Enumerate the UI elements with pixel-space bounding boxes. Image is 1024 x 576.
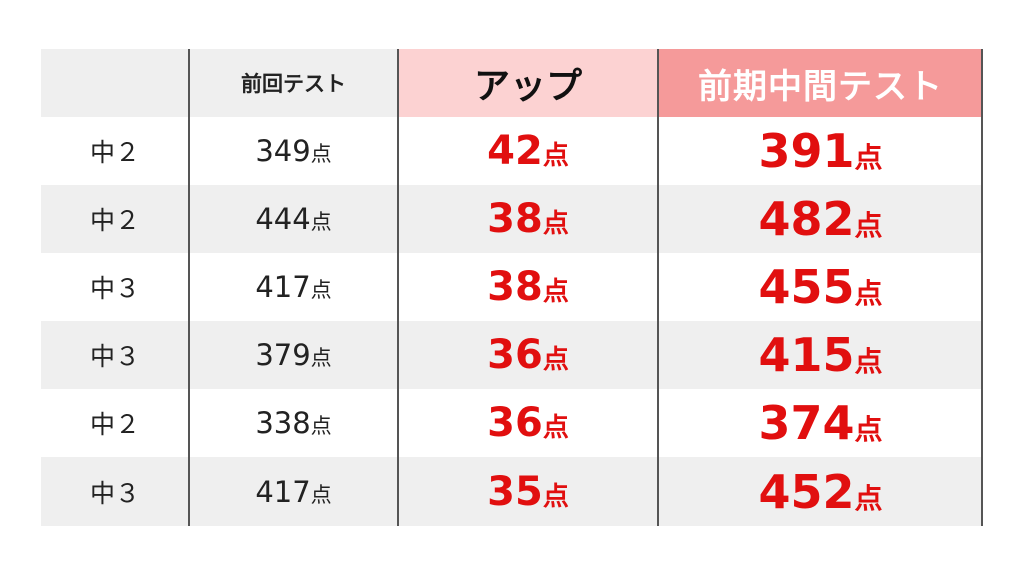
header-increase: アップ: [398, 49, 658, 117]
score-unit: 点: [542, 277, 569, 307]
score-unit: 点: [854, 209, 883, 242]
increase-score: 38: [487, 196, 543, 242]
score-unit: 点: [854, 141, 883, 174]
grade-cell: 中３: [89, 274, 140, 303]
score-unit: 点: [310, 414, 332, 438]
score-unit: 点: [542, 481, 569, 512]
grade-cell: 中２: [89, 206, 140, 235]
midterm-score: 452: [758, 464, 855, 519]
table-row: 中２ 338 点 36 点 374 点: [41, 389, 983, 457]
previous-score: 349: [255, 134, 311, 168]
midterm-score: 455: [758, 260, 855, 314]
score-unit: 点: [310, 142, 332, 166]
midterm-score: 415: [758, 328, 855, 382]
midterm-score: 391: [758, 124, 855, 178]
grade-cell: 中２: [89, 138, 140, 167]
table-row: 中３ 417 点 38 点 455 点: [41, 253, 983, 321]
score-table: 前回テスト アップ 前期中間テスト 中２ 349 点 42 点 391 点 中２ 44…: [41, 49, 983, 526]
column-divider: [397, 49, 399, 526]
grade-cell: 中３: [89, 342, 140, 371]
header-grade-cell: [41, 49, 189, 117]
score-unit: 点: [310, 346, 332, 370]
score-unit: 点: [854, 413, 883, 446]
previous-score: 379: [255, 338, 311, 372]
previous-score: 417: [255, 270, 311, 304]
score-unit: 点: [854, 277, 883, 310]
score-unit: 点: [542, 209, 569, 239]
increase-score: 38: [487, 264, 543, 310]
header-previous-test: 前回テスト: [189, 49, 398, 117]
score-unit: 点: [310, 210, 332, 234]
column-divider: [657, 49, 659, 526]
previous-score: 338: [255, 406, 311, 440]
increase-score: 42: [487, 128, 543, 174]
table-row: 中２ 349 点 42 点 391 点: [41, 117, 983, 185]
column-divider: [188, 49, 190, 526]
increase-score: 35: [487, 468, 543, 515]
table-row: 中３ 417 点 35 点 452 点: [41, 457, 983, 526]
score-unit: 点: [542, 345, 569, 375]
score-unit: 点: [854, 481, 883, 515]
table-row: 中２ 444 点 38 点 482 点: [41, 185, 983, 253]
previous-score: 444: [255, 202, 311, 236]
score-unit: 点: [310, 278, 332, 302]
table-header-row: 前回テスト アップ 前期中間テスト: [41, 49, 983, 117]
increase-score: 36: [487, 332, 543, 378]
table-row: 中３ 379 点 36 点 415 点: [41, 321, 983, 389]
increase-score: 36: [487, 400, 543, 446]
header-midterm-test: 前期中間テスト: [658, 49, 983, 117]
score-unit: 点: [542, 413, 569, 443]
score-unit: 点: [542, 141, 569, 171]
grade-cell: 中２: [89, 410, 140, 439]
score-unit: 点: [854, 345, 883, 378]
grade-cell: 中３: [89, 478, 140, 508]
midterm-score: 482: [758, 192, 855, 246]
midterm-score: 374: [758, 396, 855, 450]
column-divider: [981, 49, 983, 526]
score-unit: 点: [310, 482, 332, 507]
previous-score: 417: [255, 474, 311, 509]
